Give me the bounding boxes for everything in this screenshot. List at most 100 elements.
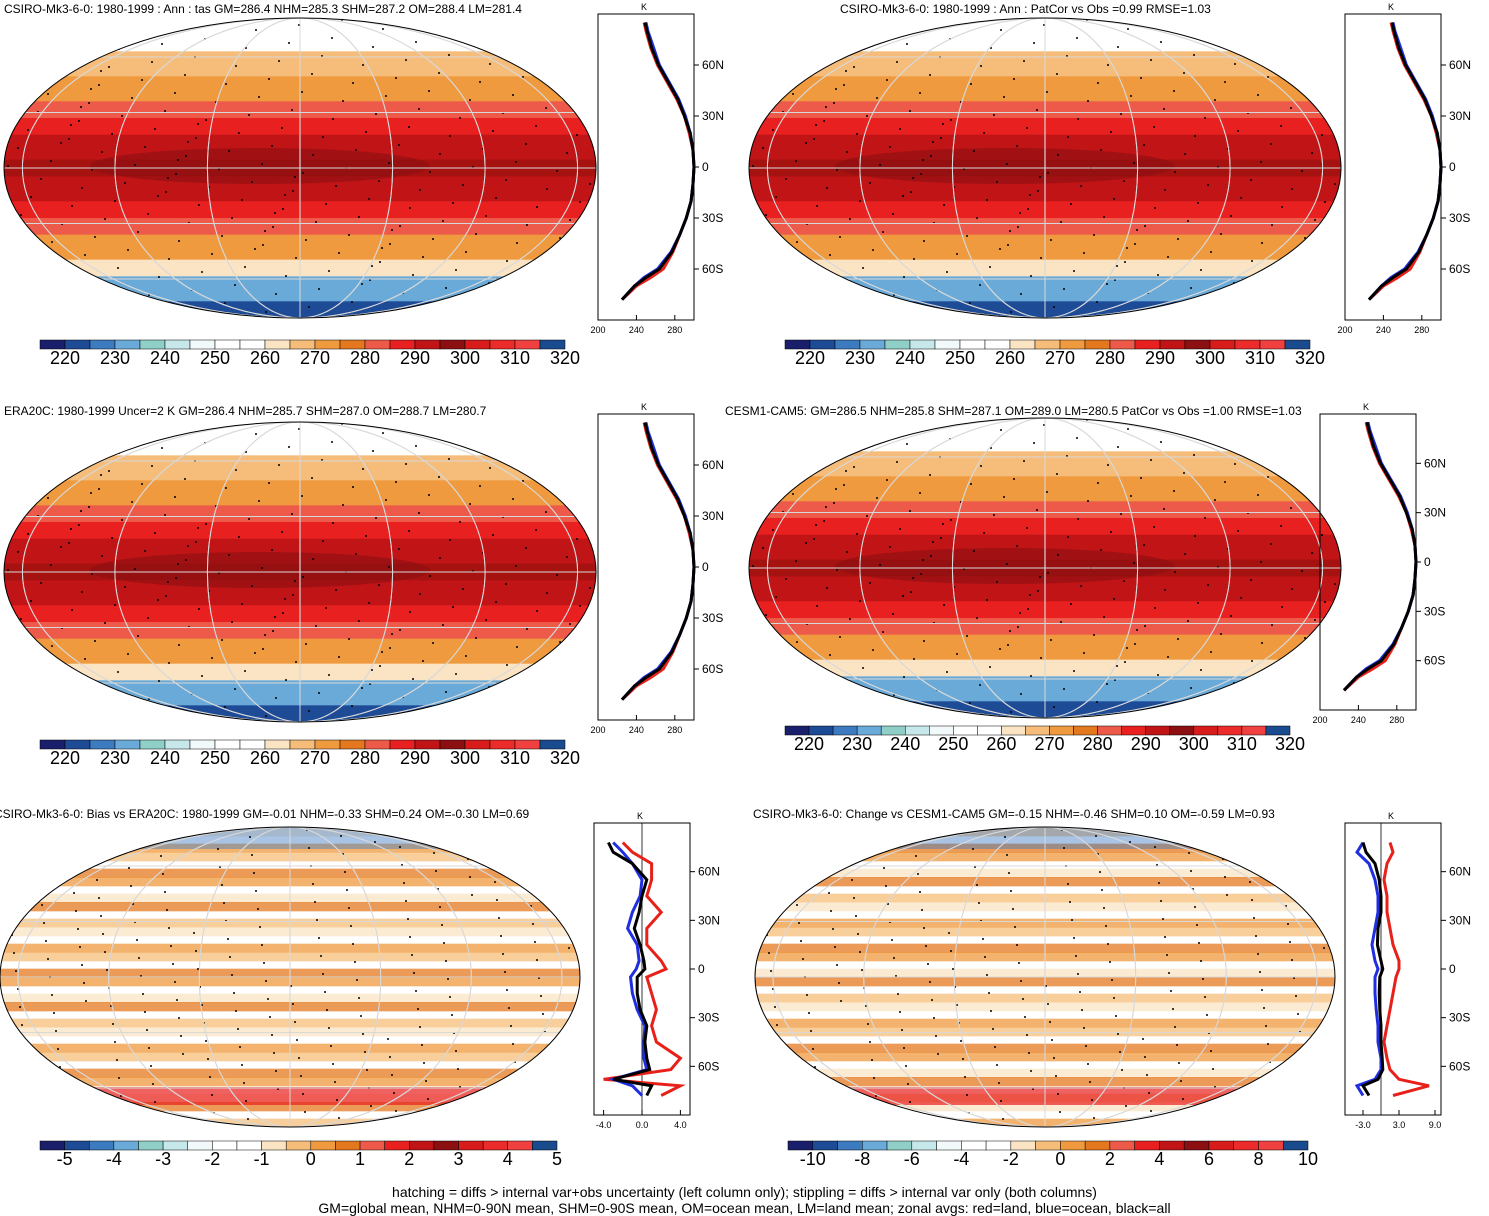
map-outline (748, 417, 1342, 719)
colorbar-label: 10 (1298, 1149, 1318, 1169)
map-field (4, 422, 596, 722)
colorbar-label: 310 (500, 348, 530, 368)
colorbar-label: 320 (1295, 348, 1325, 368)
graticule (755, 827, 1335, 1127)
panel-title: CSIRO-Mk3-6-0: 1980-1999 : Ann : tas GM=… (4, 2, 522, 16)
colorbar-label: 300 (450, 748, 480, 768)
map-outline (0, 826, 581, 1128)
colorbar-label: 220 (50, 748, 80, 768)
footer-note-2: GM=global mean, NHM=0-90N mean, SHM=0-90… (318, 1200, 1171, 1216)
zonal-lat-label: 60S (702, 262, 723, 276)
colorbar-swatch (532, 1140, 558, 1151)
colorbar-label: 4 (503, 1149, 513, 1169)
colorbar-label: 250 (200, 748, 230, 768)
zonal-mean-plot: K 60N 30N 0 30S 60S 200 240 280 (590, 402, 724, 735)
colorbar-label: 6 (1204, 1149, 1214, 1169)
zonal-lat-label: 60N (1449, 865, 1471, 879)
colorbar-label: 300 (450, 348, 480, 368)
zonal-series-ocean (608, 841, 649, 1097)
colorbar-swatch (1265, 725, 1291, 736)
zonal-lat-label: 60N (1449, 58, 1471, 72)
zonal-lat-label: 60S (702, 662, 723, 676)
colorbar-swatch (1282, 1140, 1309, 1151)
zonal-x-label: 280 (1414, 325, 1429, 335)
panel-title: CSIRO-Mk3-6-0: Change vs CESM1-CAM5 GM=-… (753, 807, 1275, 821)
colorbar-label: 220 (50, 348, 80, 368)
colorbar-label: 260 (250, 748, 280, 768)
colorbar-label: 270 (1045, 348, 1075, 368)
colorbar-label: 270 (300, 748, 330, 768)
footer-note-1: hatching = diffs > internal var+obs unce… (392, 1184, 1097, 1200)
zonal-x-label: 200 (590, 725, 605, 735)
zonal-x-label: 9.0 (1429, 1120, 1442, 1130)
colorbar-label: 280 (350, 748, 380, 768)
zonal-frame (1344, 13, 1442, 321)
warm-pool (835, 548, 1175, 584)
colorbar-label: 2 (1105, 1149, 1115, 1169)
zonal-lat-label: 60N (702, 458, 724, 472)
zonal-x-label: 240 (629, 325, 644, 335)
zonal-unit: K (641, 2, 647, 12)
map-field (749, 18, 1341, 318)
panel-cesm1: 220 230 240 250 260 270 280 290 300 310 320 K 60N 30N… (725, 400, 1489, 785)
colorbar-swatch (539, 339, 566, 350)
colorbar-label: -4 (106, 1149, 122, 1169)
zonal-x-label: 240 (1376, 325, 1391, 335)
colorbar-label: 230 (100, 748, 130, 768)
zonal-frame (597, 13, 695, 321)
colorbar-label: -10 (800, 1149, 826, 1169)
zonal-mean-plot: K 60N 30N 0 30S 60S -4.0 0.0 4.0 (593, 811, 720, 1130)
colorbar-label: 320 (550, 348, 580, 368)
zonal-series-land (1382, 842, 1430, 1097)
colorbar-label: -6 (904, 1149, 920, 1169)
colorbar-label: 280 (350, 348, 380, 368)
zonal-series-land (603, 841, 686, 1097)
panel-figure: -10 -8 -6 -4 -2 0 2 4 6 8 10 K 60N 30N 0 30S 60S -3.0 3.0 9… (754, 811, 1471, 1169)
zonal-lat-label: 0 (698, 962, 705, 976)
colorbar-label: 260 (995, 348, 1025, 368)
zonal-lat-label: 30N (698, 913, 720, 927)
zonal-lat-label: 30N (1449, 109, 1471, 123)
graticule (4, 18, 596, 318)
colorbar-label: 280 (1095, 348, 1125, 368)
panel-era20c: 220 230 240 250 260 270 280 290 300 310 320 K 60N 30N… (0, 400, 745, 785)
colorbar-label: -2 (1003, 1149, 1019, 1169)
map-outline (754, 826, 1336, 1128)
zonal-lat-label: 30S (1449, 211, 1470, 225)
colorbar-label: 270 (1035, 734, 1065, 754)
zonal-x-label: 280 (1389, 715, 1404, 725)
colorbar-label: 320 (550, 748, 580, 768)
panel-figure: -5 -4 -3 -2 -1 0 1 2 3 4 5 K 60N 30N 0 30S 60S -4.0 0.0 4.0 (0, 811, 720, 1169)
zonal-x-label: -3.0 (1355, 1120, 1371, 1130)
zonal-lat-label: 60S (698, 1059, 719, 1073)
colorbar-label: 4 (1154, 1149, 1164, 1169)
panel-title: CSIRO-Mk3-6-0: 1980-1999 : Ann : PatCor … (840, 2, 1211, 16)
zonal-unit: K (1363, 402, 1369, 412)
map-field (4, 18, 596, 318)
colorbar-label: 290 (400, 348, 430, 368)
zonal-lat-label: 30N (702, 509, 724, 523)
colorbar-label: 2 (404, 1149, 414, 1169)
zonal-unit: K (1388, 811, 1394, 821)
map-outline (3, 17, 597, 319)
colorbar-label: 240 (150, 348, 180, 368)
panel-figure: 220 230 240 250 260 270 280 290 300 310 320 K 60N 30N… (3, 2, 724, 368)
zonal-series-all (620, 422, 696, 701)
colorbar-label: 230 (100, 348, 130, 368)
colorbar-label: 290 (1145, 348, 1175, 368)
colorbar-label: 8 (1253, 1149, 1263, 1169)
colorbar-label: 290 (1131, 734, 1161, 754)
colorbar-label: 240 (890, 734, 920, 754)
colorbar-label: -5 (57, 1149, 73, 1169)
colorbar-label: 240 (895, 348, 925, 368)
colorbar-label: 260 (986, 734, 1016, 754)
colorbar-label: 220 (794, 734, 824, 754)
zonal-lat-label: 60S (1449, 262, 1470, 276)
panel-csiro-patcor: 220 230 240 250 260 270 280 290 300 310 320 K 60N 30N… (745, 0, 1489, 372)
zonal-lat-label: 30S (702, 611, 723, 625)
colorbar-label: 1 (355, 1149, 365, 1169)
colorbar-label: 5 (552, 1149, 562, 1169)
zonal-series-all (607, 841, 654, 1097)
zonal-lat-label: 30S (1449, 1011, 1470, 1025)
colorbar-swatch (539, 739, 566, 750)
